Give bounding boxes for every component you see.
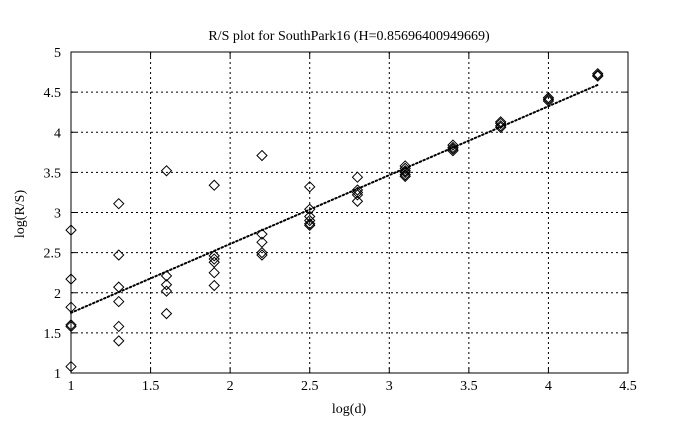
data-point [113, 197, 125, 210]
data-point [208, 179, 220, 191]
y-tick-label: 2 [54, 287, 61, 302]
data-point [304, 214, 316, 227]
data-point [494, 121, 507, 134]
data-point [399, 169, 411, 181]
data-point [447, 141, 459, 154]
tick-layer [70, 51, 629, 374]
data-point [494, 117, 507, 130]
data-point [351, 184, 364, 196]
data-point [399, 170, 411, 183]
data-point [399, 162, 411, 175]
x-tick-label: 3 [386, 379, 393, 394]
data-point [542, 95, 555, 107]
data-point [65, 224, 77, 236]
data-point [304, 210, 316, 223]
y-axis-label: log(R/S) [13, 190, 28, 239]
data-point [447, 143, 459, 155]
data-point [160, 285, 173, 297]
data-point [256, 249, 268, 261]
y-tick-label: 5 [54, 46, 61, 61]
y-tick-label: 2.5 [44, 247, 62, 262]
y-tick-label: 4 [54, 126, 61, 141]
data-point [304, 219, 316, 232]
x-axis-label: log(d) [332, 402, 367, 417]
x-tick-label: 2.5 [301, 379, 319, 394]
fit-line [70, 83, 599, 314]
x-tick-label: 4.5 [619, 379, 637, 394]
data-point [65, 320, 77, 333]
data-point [65, 360, 77, 373]
data-point [351, 195, 364, 207]
x-tick-labels: 1 1.5 2 2.5 3 3.5 4 4.5 [68, 379, 637, 394]
data-point [113, 320, 125, 333]
data-point [256, 149, 268, 162]
y-tick-label: 3.5 [44, 166, 62, 181]
data-point [160, 165, 173, 177]
data-point [304, 218, 316, 230]
data-point [447, 139, 459, 151]
data-point [113, 249, 125, 261]
data-point [447, 145, 459, 157]
data-point [399, 165, 411, 177]
data-point [65, 301, 77, 313]
data-point [113, 295, 125, 308]
data-point [65, 319, 77, 331]
data-point [351, 189, 364, 201]
data-point [351, 171, 364, 183]
chart-title: R/S plot for SouthPark16 (H=0.8569640094… [208, 29, 490, 44]
x-tick-label: 2 [227, 379, 234, 394]
x-tick-label: 1 [68, 379, 75, 394]
data-point [256, 228, 268, 240]
y-tick-label: 4.5 [44, 86, 62, 101]
data-point [592, 70, 604, 82]
y-tick-labels: 1 1.5 2 2.5 3 3.5 4 4.5 5 [44, 46, 62, 382]
x-tick-label: 4 [545, 379, 552, 394]
data-point [494, 116, 507, 128]
data-point [542, 92, 555, 104]
data-point [65, 273, 77, 285]
y-tick-label: 3 [54, 207, 61, 222]
data-point [160, 270, 173, 282]
x-tick-label: 3.5 [460, 379, 478, 394]
y-tick-label: 1 [54, 367, 61, 382]
data-point [160, 307, 173, 320]
x-tick-label: 1.5 [142, 379, 160, 394]
y-tick-label: 1.5 [44, 327, 62, 342]
data-point [304, 181, 316, 193]
data-point [256, 246, 268, 259]
data-point [304, 203, 316, 215]
data-point [494, 120, 507, 132]
data-point [208, 279, 220, 292]
data-point [592, 67, 604, 80]
grid-layer [71, 52, 628, 373]
data-point [542, 93, 555, 106]
data-point [113, 335, 125, 347]
fit-line-layer [70, 83, 599, 314]
data-point [208, 266, 220, 279]
data-point [399, 166, 411, 179]
data-point [160, 279, 173, 291]
data-point [208, 253, 220, 265]
points-layer [65, 67, 604, 373]
data-point [113, 281, 125, 293]
data-point [592, 69, 604, 81]
data-point [351, 186, 364, 199]
data-point [208, 250, 220, 262]
